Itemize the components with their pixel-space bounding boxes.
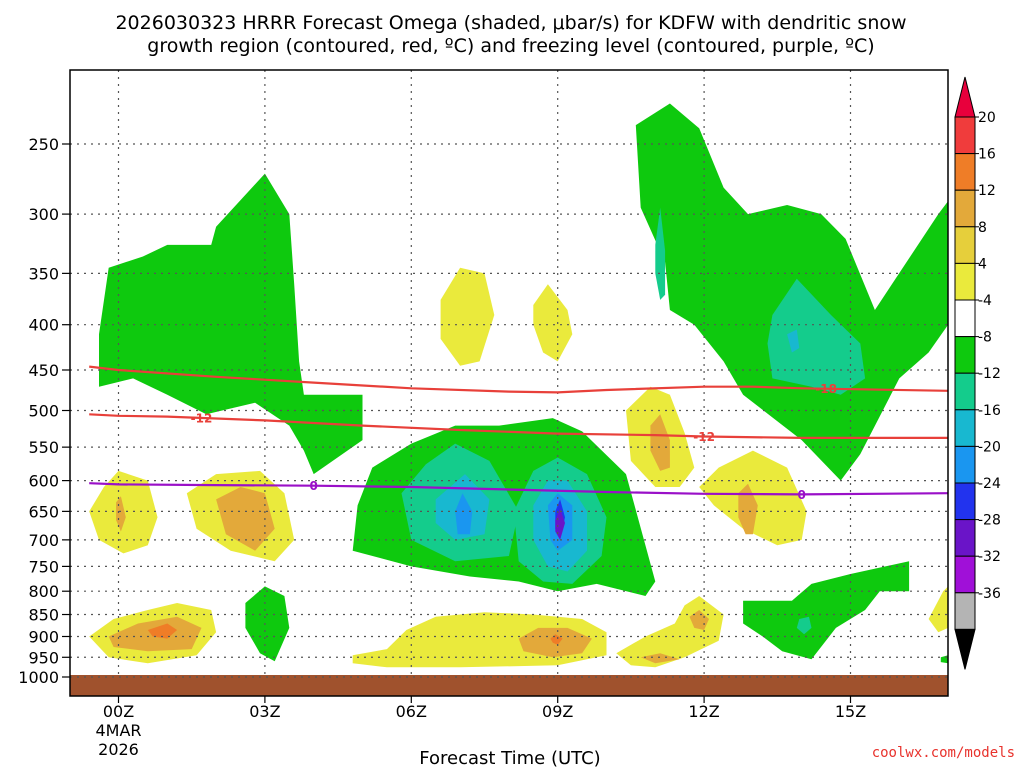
colorbar-label-8: -16 (978, 403, 1001, 419)
xtick-label-09Z: 09Z (542, 702, 573, 721)
xtick-sublabel-year: 2026 (98, 740, 139, 759)
omega-teal-upper-right (767, 278, 866, 395)
omega-yellow-upper-2 (533, 284, 573, 362)
credit-text: coolwx.com/models (872, 745, 1015, 761)
colorbar-band-2 (954, 153, 976, 191)
grid-lines (70, 70, 948, 678)
contour-lines: -18 -12 -12 0 0 (89, 365, 949, 502)
freezing-level-label-2: 0 (798, 488, 806, 502)
chart-title: 2026030323 HRRR Forecast Omega (shaded, … (115, 12, 906, 57)
omega-yellow-upper-1 (440, 267, 495, 366)
colorbar-label-11: -28 (978, 513, 1001, 529)
ytick-label-250: 250 (28, 135, 59, 154)
colorbar-label-1: 16 (978, 147, 996, 163)
colorbar-label-2: 12 (978, 183, 996, 199)
colorbar-label-13: -36 (978, 586, 1001, 602)
colorbar-label-0: 20 (978, 110, 996, 126)
dgz-minus-12-label-2: -12 (693, 430, 715, 444)
omega-orange-dgz-1 (650, 414, 670, 471)
colorbar-max-triangle (954, 76, 976, 118)
colorbar-label-4: 4 (978, 256, 987, 272)
ytick-label-550: 550 (28, 438, 59, 457)
colorbar-band-6 (954, 299, 976, 338)
omega-orange-center-mid (216, 487, 275, 551)
colorbar-band-5 (954, 262, 976, 301)
y-axis: 250 300 350 400 450 500 550 600 650 700 750 800 850 9… (18, 135, 70, 687)
colorbar-band-10 (954, 445, 976, 484)
title-line-2: growth region (contoured, red, ºC) and f… (147, 35, 874, 57)
dgz-minus-18-label-1: -18 (815, 382, 837, 396)
ground-surface (70, 675, 948, 696)
colorbar-label-6: -8 (978, 330, 992, 346)
freezing-level-label-1: 0 (310, 479, 318, 493)
colorbar-band-3 (954, 189, 976, 228)
xtick-label-00Z: 00Z (103, 702, 134, 721)
omega-shading (89, 103, 949, 668)
colorbar-label-7: -12 (978, 366, 1001, 382)
colorbar-band-13 (954, 555, 976, 594)
omega-green-upper-left (99, 173, 363, 475)
colorbar-label-3: 8 (978, 220, 987, 236)
omega-green-lower-right (743, 561, 910, 660)
ytick-label-600: 600 (28, 472, 59, 491)
ytick-label-700: 700 (28, 531, 59, 550)
colorbar-band-14 (954, 592, 976, 630)
xtick-label-03Z: 03Z (249, 702, 280, 721)
colorbar-band-1 (954, 116, 976, 155)
ytick-label-400: 400 (28, 316, 59, 335)
plot-frame (69, 69, 949, 697)
dgz-minus-12-line (89, 413, 949, 439)
ytick-label-650: 650 (28, 502, 59, 521)
freezing-level-line (89, 482, 949, 496)
colorbar-label-9: -20 (978, 439, 1001, 455)
colorbar-band-4 (954, 226, 976, 264)
dgz-minus-18-line (89, 365, 949, 394)
omega-teal-lower-right (796, 616, 812, 635)
ytick-label-900: 900 (28, 627, 59, 646)
omega-blue-left-cell (455, 493, 473, 535)
colorbar-band-12 (954, 519, 976, 557)
ytick-label-350: 350 (28, 264, 59, 283)
colorbar-min-triangle (954, 628, 976, 670)
ytick-label-800: 800 (28, 582, 59, 601)
colorbar-band-8 (954, 372, 976, 411)
xtick-label-12Z: 12Z (688, 702, 719, 721)
ytick-label-300: 300 (28, 205, 59, 224)
colorbar: 20 16 12 8 4 -4 -8 -12 -16 -20 -24 -28 -32 -36 (954, 76, 1001, 670)
dgz-minus-12-label-1: -12 (191, 411, 213, 425)
ytick-label-850: 850 (28, 606, 59, 625)
ytick-label-750: 750 (28, 557, 59, 576)
omega-yellow-right-edge (928, 586, 949, 633)
omega-orange-dgz-2 (738, 483, 758, 535)
colorbar-label-10: -24 (978, 476, 1001, 492)
x-axis-title: Forecast Time (UTC) (419, 748, 600, 768)
ytick-label-1000: 1000 (18, 668, 59, 687)
colorbar-band-9 (954, 409, 976, 447)
omega-green-small-low (245, 586, 290, 662)
omega-orange-low-right-2 (640, 653, 680, 664)
colorbar-band-11 (954, 482, 976, 521)
xtick-label-15Z: 15Z (835, 702, 866, 721)
ytick-label-950: 950 (28, 648, 59, 667)
colorbar-label-5: -4 (978, 293, 992, 309)
colorbar-label-12: -32 (978, 549, 1001, 565)
omega-cyan-upper-right (787, 329, 800, 353)
xtick-label-06Z: 06Z (396, 702, 427, 721)
colorbar-band-7 (954, 336, 976, 374)
title-line-1: 2026030323 HRRR Forecast Omega (shaded, … (115, 12, 906, 34)
xtick-sublabel-date: 4MAR (95, 721, 141, 740)
omega-red-low-left (147, 623, 178, 639)
omega-teal-streak (655, 207, 666, 300)
ytick-label-450: 450 (28, 361, 59, 380)
ytick-label-500: 500 (28, 402, 59, 421)
